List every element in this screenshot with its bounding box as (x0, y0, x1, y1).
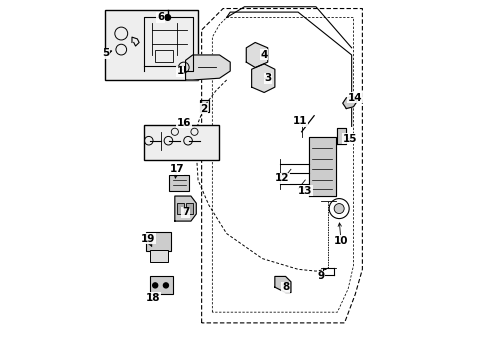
Text: 8: 8 (282, 282, 288, 292)
Polygon shape (246, 42, 267, 67)
Polygon shape (185, 55, 230, 80)
Text: 14: 14 (347, 93, 362, 103)
Text: 5: 5 (102, 48, 109, 58)
Circle shape (333, 203, 344, 213)
Text: 17: 17 (169, 164, 183, 174)
Bar (105, 10, 198, 80)
Text: 1: 1 (176, 66, 183, 76)
Bar (149, 249, 167, 262)
Text: 11: 11 (292, 116, 306, 126)
Text: 18: 18 (146, 293, 161, 303)
Bar (169, 175, 189, 191)
Bar (146, 232, 171, 251)
Text: 7: 7 (182, 207, 189, 217)
Bar (176, 203, 183, 214)
Text: 19: 19 (141, 234, 155, 244)
Text: 12: 12 (274, 173, 289, 183)
Bar (149, 276, 173, 294)
Text: 4: 4 (260, 50, 267, 60)
Polygon shape (251, 64, 274, 93)
Text: 9: 9 (317, 271, 324, 282)
Polygon shape (337, 128, 346, 144)
Circle shape (164, 15, 170, 20)
Polygon shape (342, 96, 356, 109)
Polygon shape (175, 196, 196, 221)
Circle shape (163, 283, 168, 288)
Bar (155, 50, 173, 62)
Bar (185, 203, 192, 214)
Text: 16: 16 (176, 118, 191, 128)
Text: 10: 10 (333, 236, 347, 246)
Polygon shape (200, 100, 208, 112)
Text: 3: 3 (264, 73, 271, 83)
Circle shape (152, 283, 157, 288)
Bar (144, 125, 219, 160)
Polygon shape (308, 137, 335, 196)
Text: 13: 13 (297, 186, 312, 196)
Polygon shape (274, 276, 290, 293)
Text: 2: 2 (200, 104, 206, 113)
Text: 6: 6 (157, 13, 164, 22)
Text: 15: 15 (342, 134, 356, 144)
